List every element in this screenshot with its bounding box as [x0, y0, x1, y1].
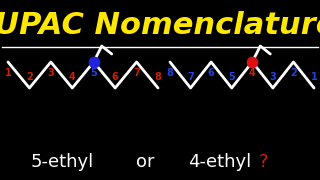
Text: 5: 5: [228, 72, 235, 82]
Text: 3: 3: [47, 68, 54, 78]
Text: 3: 3: [269, 72, 276, 82]
Text: 7: 7: [133, 68, 140, 78]
Point: [250, 60, 255, 63]
Text: 8: 8: [155, 72, 161, 82]
Point: [91, 60, 96, 63]
Text: 4: 4: [69, 72, 76, 82]
Text: 1: 1: [311, 72, 317, 82]
Text: ?: ?: [258, 153, 268, 171]
Text: 4: 4: [249, 68, 256, 78]
Text: 2: 2: [26, 72, 33, 82]
Text: 7: 7: [187, 72, 194, 82]
Text: 5-ethyl: 5-ethyl: [30, 153, 94, 171]
Text: 4-ethyl: 4-ethyl: [188, 153, 252, 171]
Text: 2: 2: [290, 68, 297, 78]
Text: 8: 8: [167, 68, 173, 78]
Text: 5: 5: [90, 68, 97, 78]
Text: 6: 6: [208, 68, 214, 78]
Text: or: or: [136, 153, 154, 171]
Text: 6: 6: [112, 72, 118, 82]
Text: IUPAC Nomenclature: IUPAC Nomenclature: [0, 10, 320, 39]
Text: 1: 1: [4, 68, 12, 78]
